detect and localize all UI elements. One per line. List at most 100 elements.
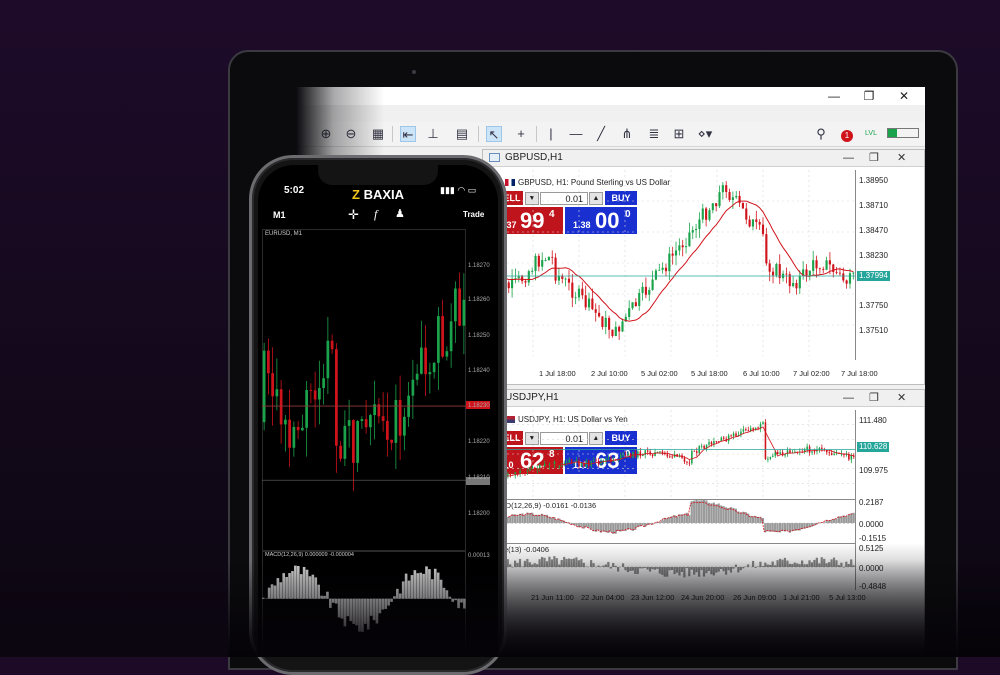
histogram-bar — [514, 561, 516, 567]
candle-body — [581, 463, 583, 466]
candle-body — [335, 349, 338, 446]
candle-body — [608, 318, 610, 330]
force-tick: 0.0000 — [859, 564, 883, 573]
candle-body — [669, 457, 671, 458]
trendline-icon[interactable]: ╱ — [593, 126, 609, 142]
restore-icon[interactable]: ❐ — [869, 390, 879, 406]
usdjpy-candlestick-chart[interactable] — [487, 410, 855, 498]
histogram-bar — [661, 520, 663, 523]
gbpusd-chart-window[interactable]: GBPUSD,H1 — ❐ ✕ GBPUSD, H1: Pound Sterli… — [482, 149, 925, 385]
chart-shift-icon[interactable]: ⊥ — [425, 126, 441, 142]
histogram-bar — [693, 501, 695, 524]
close-icon[interactable]: ✕ — [896, 89, 912, 103]
histogram-bar — [720, 567, 722, 569]
candle-body — [770, 457, 772, 459]
histogram-bar — [681, 567, 683, 572]
histogram-bar — [808, 560, 810, 567]
histogram-bar — [566, 559, 568, 567]
cursor-icon[interactable]: ↖ — [486, 126, 502, 142]
candle-body — [692, 230, 694, 232]
histogram-bar — [320, 596, 323, 599]
price-axis-line — [855, 170, 856, 360]
crosshair-icon[interactable]: + — [513, 126, 529, 142]
zoom-out-icon[interactable]: ⊖ — [343, 126, 359, 142]
candle-body — [765, 234, 767, 263]
search-icon[interactable]: ⚲ — [813, 126, 829, 142]
candle-body — [437, 316, 440, 363]
candle-body — [752, 219, 754, 226]
candle-body — [585, 295, 587, 307]
histogram-bar — [676, 516, 678, 523]
usdjpy-chart-window[interactable]: USDJPY,H1 — ❐ ✕ USDJPY, H1: US Dollar vs… — [482, 389, 925, 657]
close-icon[interactable]: ✕ — [897, 150, 906, 166]
signal-label: LVL — [865, 130, 877, 137]
minimize-icon[interactable]: — — [843, 150, 854, 166]
templates-icon[interactable]: ▤ — [454, 126, 470, 142]
time-tick: 1 Jul 18:00 — [539, 369, 576, 378]
objects-icon[interactable]: ♟ — [395, 207, 405, 220]
candle-body — [792, 283, 794, 286]
text-label-icon[interactable]: ⊞ — [671, 126, 687, 142]
histogram-bar — [519, 514, 521, 523]
status-time: 5:02 — [284, 185, 304, 196]
candle-body — [718, 192, 720, 206]
minimize-icon[interactable]: — — [843, 390, 854, 406]
histogram-bar — [300, 574, 303, 599]
horizontal-line-icon[interactable]: — — [568, 126, 584, 142]
histogram-bar — [776, 523, 778, 532]
histogram-bar — [737, 567, 739, 572]
histogram-bar — [399, 594, 402, 599]
histogram-bar — [789, 564, 791, 567]
histogram-bar — [592, 563, 594, 567]
fibonacci-icon[interactable]: ⋔ — [619, 126, 635, 142]
candle-body — [356, 421, 359, 463]
autoscroll-icon[interactable]: ⇤ — [400, 126, 416, 142]
trade-button[interactable]: Trade — [463, 210, 484, 219]
gbpusd-candlestick-chart[interactable] — [487, 170, 855, 356]
channel-icon[interactable]: ≣ — [646, 126, 662, 142]
notifications-icon[interactable]: 1 — [837, 126, 857, 142]
price-tick: 1.18250 — [468, 333, 490, 339]
candle-body — [684, 458, 686, 462]
phone-candlestick-chart[interactable] — [262, 229, 466, 551]
histogram-bar — [414, 570, 417, 599]
timeframe-button[interactable]: M1 — [273, 210, 286, 220]
candle-body — [615, 327, 617, 336]
candle-body — [702, 208, 704, 219]
histogram-bar — [384, 599, 387, 609]
restore-icon[interactable]: ❐ — [869, 150, 879, 166]
indicators-icon[interactable]: f — [374, 207, 377, 222]
candle-body — [327, 341, 330, 379]
histogram-bar — [379, 599, 382, 614]
force-tick: -0.4848 — [859, 582, 886, 591]
histogram-bar — [541, 557, 543, 567]
candle-body — [555, 258, 557, 281]
candle-body — [280, 389, 283, 424]
histogram-bar — [437, 573, 440, 599]
usdjpy-window-header: USDJPY,H1 — ❐ ✕ — [483, 390, 924, 407]
crosshair-icon[interactable]: ✛ — [348, 207, 359, 223]
signal-strength-icon[interactable]: LVL — [862, 126, 880, 142]
close-icon[interactable]: ✕ — [897, 390, 906, 406]
histogram-bar — [583, 563, 585, 567]
histogram-bar — [370, 599, 373, 616]
histogram-bar — [723, 567, 725, 571]
brand-name: BAXIA — [364, 187, 404, 202]
tile-windows-icon[interactable]: ▦ — [370, 126, 386, 142]
candle-body — [713, 441, 715, 444]
price-tick: 1.18210 — [468, 475, 490, 481]
vertical-line-icon[interactable]: | — [543, 126, 559, 142]
histogram-bar — [801, 560, 803, 567]
candle-body — [686, 462, 688, 463]
histogram-bar — [735, 565, 737, 567]
candle-body — [352, 420, 355, 463]
restore-icon[interactable]: ❐ — [861, 89, 877, 103]
candle-body — [662, 268, 664, 270]
histogram-bar — [691, 501, 693, 523]
histogram-bar — [693, 567, 695, 575]
zoom-in-icon[interactable]: ⊕ — [318, 126, 334, 142]
shapes-icon[interactable]: ⋄▾ — [697, 126, 713, 142]
histogram-bar — [688, 567, 690, 576]
minimize-icon[interactable]: — — [826, 89, 842, 103]
histogram-bar — [529, 513, 531, 523]
